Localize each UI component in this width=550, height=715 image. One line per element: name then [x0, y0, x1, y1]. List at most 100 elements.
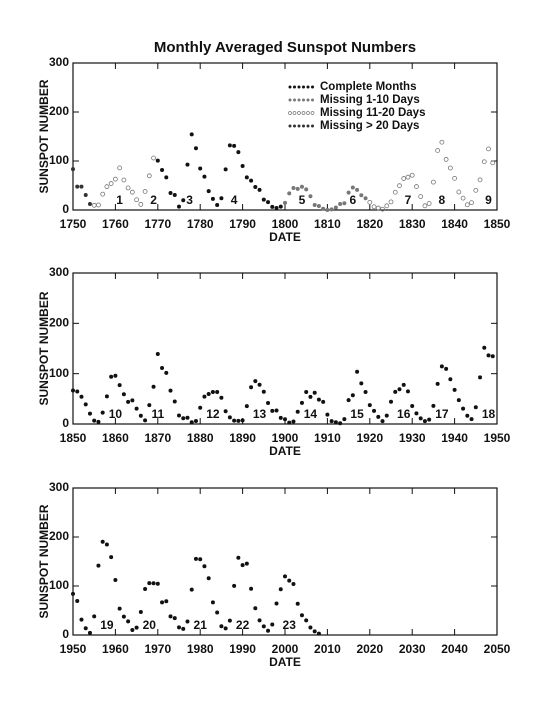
chart-title: Monthly Averaged Sunspot Numbers — [154, 39, 416, 56]
data-point — [295, 601, 300, 606]
data-point — [100, 191, 106, 197]
y-axis-label: SUNSPOT NUMBER — [37, 291, 51, 405]
data-point — [333, 420, 338, 425]
data-point — [160, 600, 165, 605]
x-tick-label: 1830 — [399, 217, 426, 231]
data-point — [71, 167, 75, 172]
data-point — [134, 406, 139, 411]
data-point — [151, 155, 156, 161]
legend-label: Complete Months — [320, 81, 416, 93]
data-point — [160, 366, 165, 371]
data-point — [452, 387, 457, 392]
data-point — [299, 184, 304, 189]
data-point — [473, 187, 479, 193]
x-tick-label: 1750 — [60, 217, 87, 231]
data-point — [79, 394, 84, 399]
legend-marker — [301, 111, 306, 115]
data-point — [389, 399, 393, 404]
y-tick-label: 200 — [49, 104, 69, 118]
data-point — [380, 419, 385, 424]
data-point — [113, 176, 118, 182]
data-point — [155, 352, 160, 357]
data-point — [253, 379, 258, 384]
data-point — [482, 345, 487, 350]
data-point — [121, 614, 126, 619]
data-point — [87, 630, 92, 635]
data-point — [227, 618, 232, 623]
data-point — [414, 184, 419, 189]
data-point — [363, 196, 368, 201]
data-point — [342, 417, 347, 422]
data-point — [304, 390, 309, 395]
data-point — [117, 383, 122, 388]
y-tick-label: 0 — [62, 416, 69, 430]
data-point — [261, 197, 266, 202]
data-point — [244, 175, 249, 180]
y-tick-label: 100 — [49, 153, 69, 167]
cycle-label: 11 — [151, 407, 164, 421]
data-point — [477, 177, 483, 183]
data-point — [367, 403, 372, 408]
data-point — [409, 172, 415, 178]
data-point — [291, 419, 296, 424]
x-tick-label: 1950 — [484, 431, 511, 445]
data-point — [418, 416, 423, 421]
legend-label: Missing > 20 Days — [320, 120, 419, 132]
data-point — [350, 185, 355, 190]
data-point — [355, 187, 360, 192]
cycle-label: 22 — [236, 618, 250, 632]
legend-marker — [293, 85, 296, 89]
data-point — [193, 418, 198, 423]
data-point — [283, 417, 287, 422]
data-point — [138, 413, 143, 418]
data-point — [266, 400, 271, 405]
legend-marker — [297, 124, 301, 128]
data-point — [355, 369, 360, 374]
data-point — [210, 600, 215, 605]
data-point — [146, 173, 152, 179]
data-point — [359, 193, 364, 198]
data-point — [452, 175, 458, 181]
cycle-label: 8 — [439, 193, 446, 207]
data-point — [261, 389, 266, 394]
data-point — [308, 194, 313, 199]
data-point — [219, 196, 224, 201]
data-point — [185, 415, 190, 420]
data-point — [371, 204, 377, 210]
data-point — [486, 353, 491, 358]
data-point — [444, 366, 449, 371]
data-point — [227, 415, 232, 420]
data-point — [75, 389, 80, 394]
data-point — [401, 382, 406, 387]
data-point — [206, 189, 211, 194]
data-point — [350, 393, 355, 398]
data-point — [257, 187, 262, 192]
data-point — [456, 189, 462, 195]
data-point — [164, 175, 169, 180]
data-point — [478, 375, 483, 380]
data-point — [92, 614, 97, 619]
data-point — [104, 542, 109, 547]
data-point — [333, 205, 338, 210]
cycle-label: 16 — [397, 407, 411, 421]
data-point — [219, 395, 224, 400]
y-axis-label: SUNSPOT NUMBER — [37, 504, 51, 618]
data-point — [232, 583, 237, 588]
data-point — [151, 581, 156, 586]
legend-marker — [306, 98, 310, 102]
data-point — [83, 402, 88, 407]
data-point — [388, 199, 394, 205]
data-point — [278, 587, 283, 592]
x-tick-label: 1890 — [229, 431, 256, 445]
data-point — [422, 419, 427, 424]
cycle-label: 6 — [349, 193, 356, 207]
data-point — [160, 168, 165, 173]
x-tick-label: 1770 — [144, 217, 171, 231]
y-tick-label: 200 — [49, 316, 69, 330]
x-tick-label: 1850 — [484, 217, 511, 231]
x-tick-label: 1880 — [187, 431, 214, 445]
data-point — [164, 599, 169, 604]
data-point — [304, 618, 309, 623]
